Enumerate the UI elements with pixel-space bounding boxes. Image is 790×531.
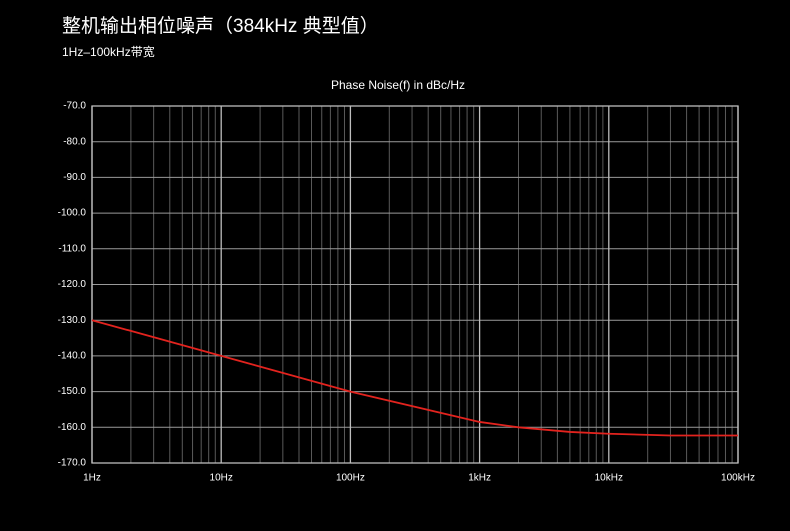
y-tick-label: -70.0	[63, 101, 86, 112]
y-tick-label: -160.0	[58, 422, 87, 433]
x-tick-label: 100kHz	[721, 473, 755, 484]
y-tick-label: -80.0	[63, 136, 86, 147]
chart-title: 整机输出相位噪声（384kHz 典型值）	[62, 15, 379, 37]
y-tick-label: -150.0	[58, 386, 87, 397]
chart-subtitle: 1Hz–100kHz带宽	[62, 44, 155, 59]
data-line	[91, 319, 738, 437]
plot-border	[91, 105, 739, 464]
y-tick-label: -90.0	[63, 172, 86, 183]
y-tick-label: -140.0	[58, 351, 87, 362]
x-tick-label: 100Hz	[336, 473, 365, 484]
y-tick-label: -100.0	[58, 208, 87, 219]
x-tick-label: 1kHz	[468, 473, 491, 484]
x-tick-label: 10kHz	[595, 473, 623, 484]
x-tick-label: 1Hz	[83, 473, 101, 484]
y-tick-label: -130.0	[58, 315, 87, 326]
y-tick-label: -170.0	[58, 458, 87, 469]
y-tick-label: -110.0	[58, 243, 86, 254]
x-tick-label: 10Hz	[210, 473, 233, 484]
plot-title: Phase Noise(f) in dBc/Hz	[331, 78, 465, 92]
y-tick-label: -120.0	[58, 279, 87, 290]
